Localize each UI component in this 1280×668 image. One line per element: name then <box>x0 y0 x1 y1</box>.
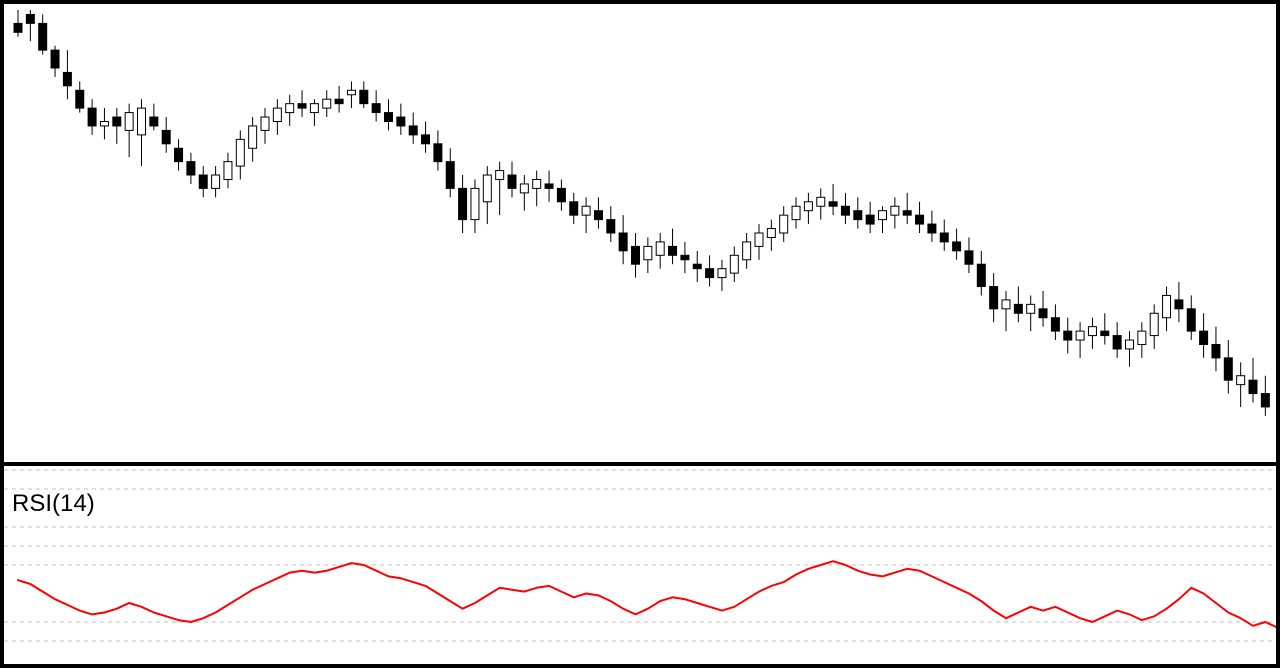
rsi-chart[interactable] <box>4 466 1276 664</box>
rsi-panel[interactable]: RSI(14) <box>4 466 1276 664</box>
candlestick-chart[interactable] <box>4 4 1276 462</box>
chart-container: RSI(14) <box>0 0 1280 668</box>
price-panel[interactable] <box>4 4 1276 466</box>
